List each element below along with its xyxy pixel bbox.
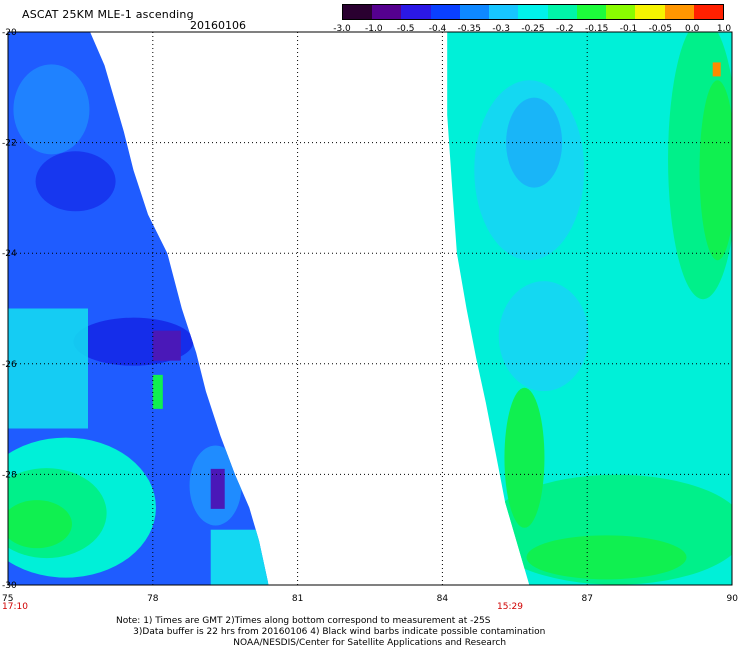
colorbar-label: -3.0 bbox=[333, 24, 351, 34]
colorbar-swatch bbox=[489, 5, 519, 19]
y-tick-label: -24 bbox=[2, 249, 17, 259]
x-tick-label: 81 bbox=[292, 594, 303, 604]
colorbar-label: -0.15 bbox=[585, 24, 609, 34]
y-tick-labels: -20 -22 -24 -26 -28 -30 bbox=[2, 28, 17, 591]
colorbar-swatch bbox=[693, 5, 724, 19]
swath-fill bbox=[8, 308, 88, 429]
swath-map: 75 78 81 84 87 90 -20 -22 -24 -26 -28 -30 17:10 15:… bbox=[2, 28, 738, 612]
colorbar-swatch bbox=[635, 5, 665, 19]
plot-frame bbox=[7, 31, 733, 586]
y-tick-label: -28 bbox=[2, 470, 17, 480]
swath-fill bbox=[474, 80, 585, 261]
swath-fill bbox=[210, 468, 225, 509]
colorbar-swatch bbox=[664, 5, 694, 19]
note-line-3: NOAA/NESDIS/Center for Satellite Applica… bbox=[116, 638, 507, 648]
swath-fill bbox=[712, 62, 721, 77]
colorbar-label: -0.25 bbox=[521, 24, 545, 34]
colorbar-swatch bbox=[518, 5, 548, 19]
colorbar-swatch bbox=[430, 5, 460, 19]
swath-fill bbox=[498, 281, 589, 392]
x-tick-label: 84 bbox=[437, 594, 449, 604]
swath-fill bbox=[526, 535, 687, 580]
colorbar-label: -0.05 bbox=[648, 24, 672, 34]
colorbar-labels: -3.0 -1.0 -0.5 -0.4 -0.35 -0.3 -0.25 -0.2 -0.15-… bbox=[330, 24, 732, 36]
y-tick-label: -20 bbox=[2, 28, 17, 38]
x-tick-labels: 75 78 81 84 87 90 bbox=[2, 594, 738, 604]
note-line-2: 3)Data buffer is 22 hrs from 20160106 4)… bbox=[116, 627, 546, 637]
y-tick-label: -22 bbox=[2, 139, 17, 149]
time-label: 17:10 bbox=[2, 602, 28, 612]
colorbar-label: -0.1 bbox=[619, 24, 638, 34]
colorbar bbox=[342, 4, 724, 20]
swath-fill bbox=[152, 374, 163, 409]
colorbar-swatch bbox=[606, 5, 636, 19]
colorbar-label: -1.0 bbox=[365, 24, 383, 34]
colorbar-label: 1.0 bbox=[716, 24, 732, 34]
colorbar-swatch bbox=[576, 5, 607, 19]
colorbar-label: -0.35 bbox=[457, 24, 481, 34]
swath-fill bbox=[35, 151, 116, 212]
x-tick-label: 75 bbox=[2, 594, 13, 604]
colorbar-label: -0.4 bbox=[428, 24, 447, 34]
time-labels: 17:10 15:29 bbox=[2, 602, 523, 612]
x-tick-label: 78 bbox=[147, 594, 159, 604]
colorbar-swatch bbox=[459, 5, 490, 19]
colorbar-swatch bbox=[401, 5, 431, 19]
swath-fill bbox=[504, 387, 545, 528]
colorbar-swatch bbox=[547, 5, 577, 19]
left-swath bbox=[8, 32, 269, 585]
colorbar-label: 0.0 bbox=[684, 24, 700, 34]
swath-fill bbox=[13, 64, 90, 155]
x-tick-label: 90 bbox=[727, 594, 739, 604]
y-tick-label: -26 bbox=[2, 360, 17, 370]
grid-lines bbox=[8, 32, 732, 585]
swath-fill bbox=[210, 529, 269, 585]
y-tick-label: -30 bbox=[2, 581, 17, 591]
map-date: 20160106 bbox=[190, 19, 246, 32]
map-title: ASCAT 25KM MLE-1 ascending bbox=[22, 8, 194, 21]
colorbar-label: -0.3 bbox=[492, 24, 510, 34]
swath-fill bbox=[506, 97, 563, 188]
colorbar-label: -0.5 bbox=[396, 24, 415, 34]
x-tick-label: 87 bbox=[581, 594, 592, 604]
swath-fill bbox=[152, 330, 181, 361]
colorbar-label: -0.2 bbox=[556, 24, 574, 34]
swath-fill bbox=[699, 80, 732, 261]
right-swath bbox=[447, 32, 732, 585]
note-line-1: Note: 1) Times are GMT 2)Times along bot… bbox=[116, 616, 491, 626]
time-label: 15:29 bbox=[497, 602, 523, 612]
swath-fill bbox=[8, 500, 72, 549]
colorbar-swatch bbox=[343, 5, 373, 19]
notes: Note: 1) Times are GMT 2)Times along bot… bbox=[116, 616, 545, 649]
colorbar-swatch bbox=[372, 5, 402, 19]
